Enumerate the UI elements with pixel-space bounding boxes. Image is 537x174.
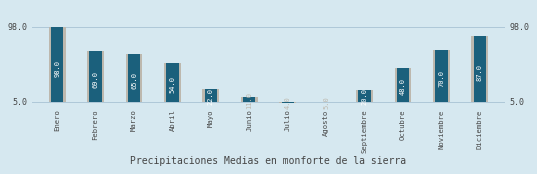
Bar bbox=[202, 89, 219, 102]
Bar bbox=[474, 36, 486, 102]
Bar bbox=[395, 68, 411, 102]
Bar bbox=[126, 54, 142, 102]
Text: 4.0: 4.0 bbox=[285, 96, 291, 109]
Text: 54.0: 54.0 bbox=[170, 76, 176, 93]
Bar bbox=[243, 97, 256, 102]
Bar bbox=[471, 36, 488, 102]
Text: 87.0: 87.0 bbox=[477, 64, 483, 81]
Bar bbox=[51, 27, 63, 102]
Text: 22.0: 22.0 bbox=[208, 88, 214, 105]
Bar bbox=[166, 63, 179, 102]
Bar bbox=[49, 27, 66, 102]
Text: 70.0: 70.0 bbox=[438, 70, 445, 87]
Text: 5.0: 5.0 bbox=[323, 96, 329, 109]
Bar bbox=[205, 89, 217, 102]
Bar bbox=[397, 68, 409, 102]
Bar bbox=[279, 102, 296, 103]
Text: 69.0: 69.0 bbox=[92, 70, 99, 88]
Text: 20.0: 20.0 bbox=[361, 88, 367, 105]
Text: 5.0: 5.0 bbox=[510, 98, 525, 107]
Text: 5.0: 5.0 bbox=[12, 98, 27, 107]
Text: 48.0: 48.0 bbox=[400, 78, 406, 95]
Bar bbox=[281, 102, 294, 103]
Text: 65.0: 65.0 bbox=[131, 72, 137, 89]
Bar bbox=[164, 63, 181, 102]
Bar bbox=[87, 51, 104, 102]
Bar bbox=[128, 54, 140, 102]
X-axis label: Precipitaciones Medias en monforte de la sierra: Precipitaciones Medias en monforte de la… bbox=[130, 156, 407, 166]
Text: 98.0: 98.0 bbox=[8, 23, 27, 32]
Bar bbox=[90, 51, 101, 102]
Bar bbox=[356, 90, 373, 102]
Text: 11.0: 11.0 bbox=[246, 92, 252, 109]
Text: 98.0: 98.0 bbox=[510, 23, 529, 32]
Bar bbox=[436, 50, 447, 102]
Bar bbox=[358, 90, 371, 102]
Bar bbox=[241, 97, 258, 102]
Text: 98.0: 98.0 bbox=[54, 60, 60, 77]
Bar bbox=[433, 50, 450, 102]
